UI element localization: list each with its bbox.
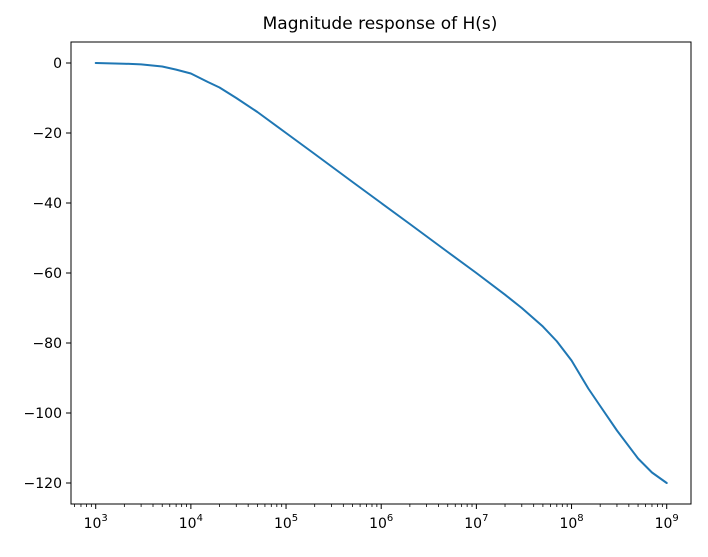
y-tick-label: −120	[24, 476, 62, 492]
x-tick-label: 104	[179, 513, 203, 532]
x-tick-label: 109	[655, 513, 679, 532]
x-tick-label: 106	[369, 513, 393, 532]
y-tick-label: −100	[24, 406, 62, 422]
x-tick-label: 105	[274, 513, 298, 532]
x-tick-label: 103	[84, 513, 108, 532]
plot-area	[94, 62, 668, 484]
y-tick-label: −60	[32, 266, 62, 282]
y-tick-label: 0	[53, 56, 62, 72]
series-line-0	[94, 62, 668, 484]
y-tick-label: −20	[32, 126, 62, 142]
chart-title: Magnitude response of H(s)	[263, 14, 498, 34]
x-tick-label: 108	[559, 513, 583, 532]
y-tick-label: −80	[32, 336, 62, 352]
x-axis: 103 104 105 106 107 108 109	[74, 504, 679, 532]
y-axis: 0 −20 −40 −60 −80 −100 −120	[24, 56, 71, 492]
x-tick-label: 107	[464, 513, 488, 532]
y-tick-label: −40	[32, 196, 62, 212]
